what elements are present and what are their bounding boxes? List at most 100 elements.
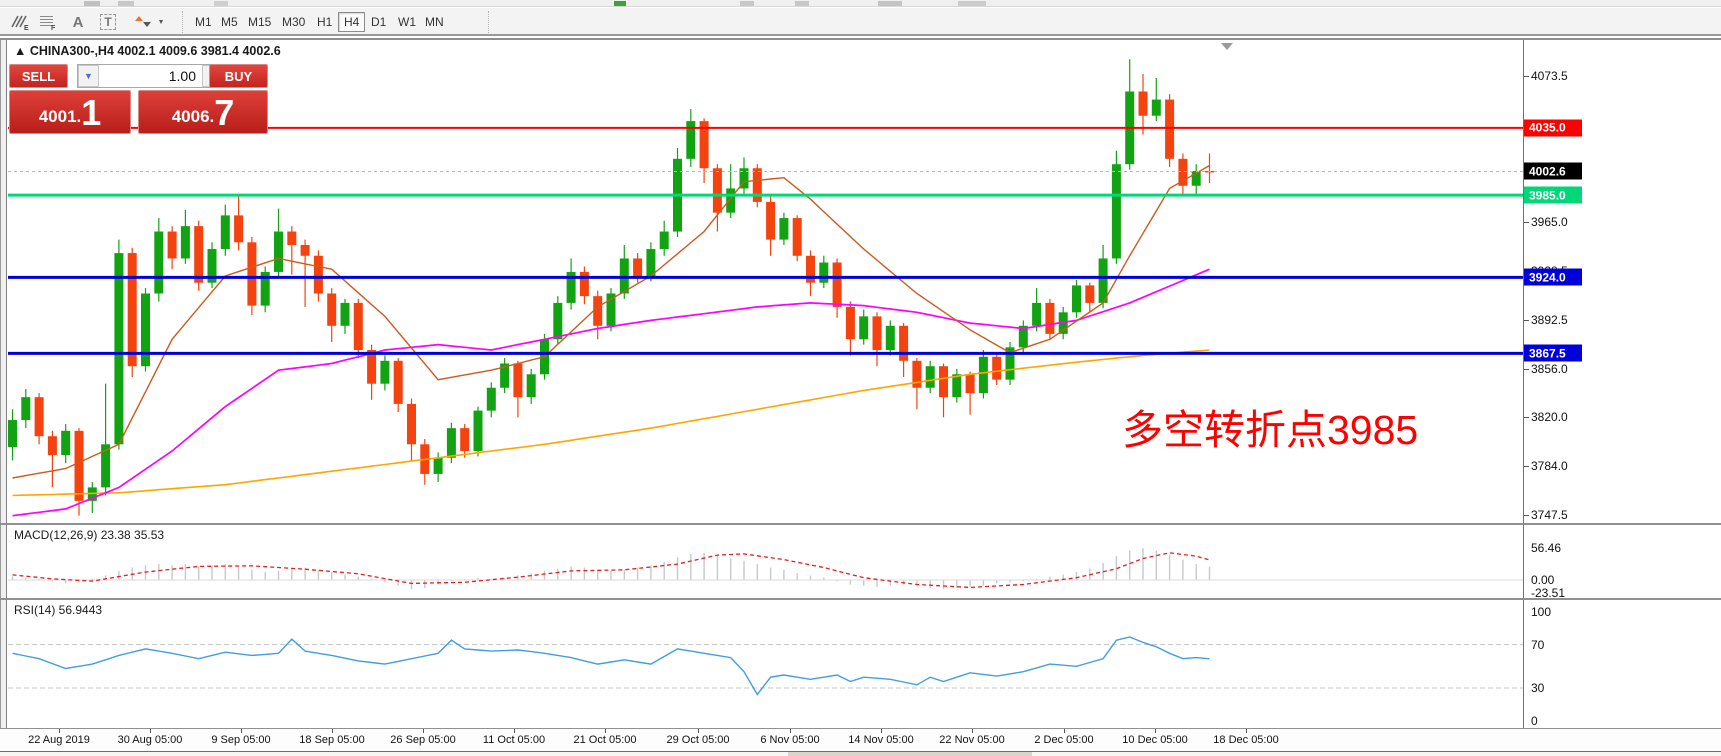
ma-medium-line[interactable] [12,268,1210,517]
rsi-panel-separator[interactable] [0,598,1721,600]
time-label: 26 Sep 05:00 [390,734,456,746]
macd-label: MACD(12,26,9) 23.38 35.53 [14,528,165,542]
toolbar-sliver-bit [795,1,809,6]
time-tick [972,729,973,733]
time-label: 2 Dec 05:00 [1034,734,1094,746]
price-scale-column[interactable] [1523,40,1721,730]
time-tick [1064,729,1065,733]
rsi-axis-label: 70 [1531,638,1545,652]
toolbar-sliver-bit [958,1,986,6]
macd-axis-label: 0.00 [1531,573,1555,587]
tf-button-M30[interactable]: M30 [282,15,306,29]
toolbar-sliver-bit [740,1,754,6]
macd-panel-separator[interactable] [0,523,1721,525]
rsi-axis-label: 30 [1531,681,1545,695]
time-tick [241,729,242,733]
volume-input[interactable] [99,65,202,87]
charts-toolbar: E F A T M1 M5 M15 M30 H1 H4 D1 W1 MN [0,8,1721,36]
toolbar-sliver-bit [614,1,626,6]
ma-slow-line[interactable] [12,349,1210,497]
time-tick [150,729,151,733]
rsi-label: RSI(14) 56.9443 [14,603,103,617]
volume-spinner: ▼ ▲ [77,64,224,88]
sell-price-display[interactable]: 4001. 1 [9,90,131,134]
time-label: 14 Nov 05:00 [848,734,914,746]
tf-button-M5[interactable]: M5 [221,15,238,29]
time-tick [332,729,333,733]
time-tick [881,729,882,733]
tf-button-MN[interactable]: MN [425,15,444,29]
time-axis[interactable]: 22 Aug 2019 30 Aug 05:00 9 Sep 05:00 18 Sep… [0,729,1721,751]
rsi-line [12,636,1210,696]
chart-shift-marker[interactable] [1221,43,1233,50]
rsi-panel [8,636,1523,696]
time-label: 18 Dec 05:00 [1213,734,1279,746]
time-tick [514,729,515,733]
price-tick-label: 3747.5 [1531,507,1568,522]
upper-toolbar-sliver [0,0,1721,7]
volume-decrease-button[interactable]: ▼ [78,65,99,87]
chart-window-top-border [0,38,1721,40]
time-axis-border [0,728,1721,729]
text-box-icon[interactable]: T [96,11,120,33]
time-label: 21 Oct 05:00 [573,734,637,746]
cursor-mode-icon[interactable] [130,11,170,33]
tf-button-M15[interactable]: M15 [248,15,272,29]
time-label: 22 Aug 2019 [28,734,90,746]
annotation-text[interactable]: 多空转折点3985 [1122,407,1419,453]
rsi-axis-label: 0 [1531,714,1538,728]
time-label: 22 Nov 05:00 [939,734,1005,746]
toolbar-separator-2 [488,11,493,33]
macd-panel [8,548,1523,590]
macd-axis-label: 56.46 [1531,541,1562,555]
price-tick-label: 3820.0 [1531,410,1568,425]
price-tick-dash [1524,222,1529,224]
tf-button-D1[interactable]: D1 [371,15,387,29]
time-label: 10 Dec 05:00 [1122,734,1188,746]
price-tick-dash [1524,76,1529,77]
indicators-icon[interactable]: E [8,11,32,33]
svg-text:F: F [51,25,56,31]
support2-badge: 3867.5 [1524,344,1582,362]
current-price-badge: 4002.6 [1524,162,1582,180]
price-tick-label: 3784.0 [1531,458,1568,473]
time-label: 11 Oct 05:00 [482,734,546,746]
time-label: 9 Sep 05:00 [211,734,271,746]
time-tick [698,729,699,733]
macd-signal-line [12,552,1210,589]
price-tick-label: 4073.5 [1531,69,1568,83]
toolbar-sliver-bit [878,1,902,6]
support1-badge: 3924.0 [1524,268,1582,286]
rsi-axis-label: 100 [1531,605,1552,619]
toolbar-separator [182,11,187,33]
buy-button[interactable]: BUY [209,64,268,88]
tf-button-W1[interactable]: W1 [398,15,416,29]
price-tick-label: 3856.0 [1531,361,1568,376]
time-tick [790,729,791,733]
window-left-edge [0,40,7,752]
toolbar-sliver-bit [214,1,228,6]
time-tick [605,729,606,733]
buy-price-display[interactable]: 4006. 7 [138,90,268,134]
time-label: 18 Sep 05:00 [299,734,365,746]
chart-title: ▲ CHINA300-,H4 4002.1 4009.6 3981.4 4002… [14,44,281,58]
time-tick [59,729,60,733]
toolbar-sliver-bit [84,1,100,6]
tf-button-H4[interactable]: H4 [338,12,366,32]
time-tick [1155,729,1156,733]
resistance-badge: 4035.0 [1524,119,1582,137]
text-label-icon[interactable]: A [72,13,84,31]
time-tick [1246,729,1247,733]
price-tick-dash [1524,417,1529,419]
price-tick-dash [1524,465,1529,467]
sell-button[interactable]: SELL [9,64,68,88]
time-tick [423,729,424,733]
tf-button-M1[interactable]: M1 [195,15,212,29]
macd-axis-label: -23.51 [1531,586,1566,600]
grid-icon[interactable]: F [36,11,60,33]
price-tick-dash [1524,514,1529,516]
svg-text:E: E [24,25,29,31]
tf-button-H1[interactable]: H1 [317,15,333,29]
toolbar-sliver-bit [118,1,134,6]
